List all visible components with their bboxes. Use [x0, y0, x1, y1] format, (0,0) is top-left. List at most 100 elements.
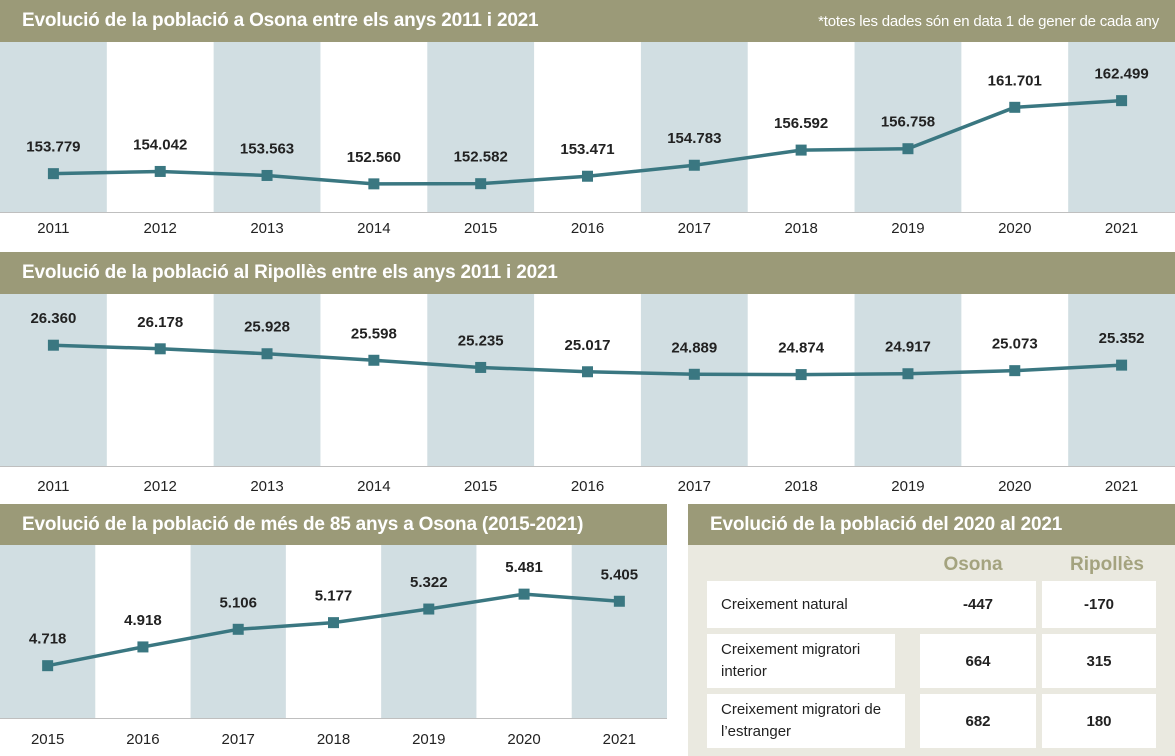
chart2-header: Evolució de la població al Ripollès entr… [0, 252, 1175, 294]
chart2-x-tick-2020: 2020 [998, 478, 1031, 495]
chart3-title: Evolució de la població de més de 85 any… [22, 513, 584, 535]
row-natural-osona: -447 [920, 581, 1036, 628]
row-estranger-ripolles: 180 [1042, 694, 1156, 748]
chart2-x-tick-2014: 2014 [357, 478, 390, 495]
chart2-x-tick-2013: 2013 [250, 478, 283, 495]
chart2-data-label-2017: 24.889 [671, 339, 717, 356]
chart1-data-label-2014: 152.560 [347, 149, 401, 166]
chart3-series-line [47, 592, 620, 668]
chart1-point-2019 [902, 143, 914, 155]
chart2-data-label-2011: 26.360 [30, 310, 76, 327]
chart3-point-2019 [423, 603, 435, 615]
chart3-header: Evolució de la població de més de 85 any… [0, 504, 667, 545]
chart2-band-2021 [1068, 294, 1175, 466]
row-interior-osona: 664 [920, 634, 1036, 688]
chart1-x-tick-2019: 2019 [891, 220, 924, 237]
chart3-point-2016 [137, 641, 149, 653]
chart2-data-label-2020: 25.073 [992, 336, 1038, 353]
chart3-x-tick-2015: 2015 [31, 731, 64, 748]
chart2-point-2013 [261, 348, 273, 360]
chart1-point-2021 [1116, 95, 1128, 107]
chart3-data-label-2016: 4.918 [124, 612, 162, 629]
chart3-data-label-2020: 5.481 [505, 559, 543, 576]
chart1-data-label-2013: 153.563 [240, 140, 294, 157]
chart3-point-2017 [232, 623, 244, 635]
chart1-point-2016 [582, 170, 593, 182]
chart3-point-2020 [518, 588, 530, 600]
chart2-data-label-2012: 26.178 [137, 314, 183, 331]
chart3-data-label-2017: 5.106 [219, 594, 257, 611]
chart1-title: Evolució de la població a Osona entre el… [22, 10, 539, 31]
col-head-osona: Osona [943, 554, 1003, 575]
chart3-data-label-2015: 4.718 [29, 631, 67, 648]
chart3-x-tick-2021: 2021 [603, 731, 636, 748]
row-interior-ripolles: 315 [1042, 634, 1156, 688]
chart1-data-label-2015: 152.582 [454, 149, 508, 166]
chart1-data-label-2018: 156.592 [774, 115, 828, 132]
chart3-data-label-2019: 5.322 [410, 574, 448, 591]
chart2-x-tick-2012: 2012 [144, 478, 177, 495]
table-title: Evolució de la població del 2020 al 2021 [710, 513, 1063, 535]
chart2-data-label-2021: 25.352 [1099, 330, 1145, 347]
chart1-point-2012 [154, 165, 166, 177]
chart1-point-2011 [47, 168, 59, 180]
chart2-data-label-2014: 25.598 [351, 325, 397, 342]
chart3-x-tick-2019: 2019 [412, 731, 445, 748]
chart3-x-tick-2017: 2017 [222, 731, 255, 748]
chart2-data-label-2018: 24.874 [778, 340, 825, 357]
chart1-band-2019 [854, 42, 962, 212]
chart2-band-2017 [640, 294, 748, 466]
chart3-band-2015 [0, 545, 96, 718]
chart1-x-tick-2021: 2021 [1105, 220, 1138, 237]
chart2-x-tick-2019: 2019 [891, 478, 924, 495]
row-natural-ripolles: -170 [1042, 581, 1156, 628]
chart2-x-tick-2015: 2015 [464, 478, 497, 495]
table-header: Evolució de la població del 2020 al 2021 [688, 504, 1175, 545]
chart1-band-2013 [213, 42, 321, 212]
chart1-x-tick-2020: 2020 [998, 220, 1031, 237]
chart1-x-tick-2018: 2018 [784, 220, 817, 237]
chart1-x-tick-2017: 2017 [678, 220, 711, 237]
chart1-band-2011 [0, 42, 107, 212]
chart1-note: *totes les dades són en data 1 de gener … [818, 12, 1159, 30]
chart2-data-label-2016: 25.017 [565, 337, 611, 354]
chart1-point-2018 [795, 144, 807, 156]
chart1-x-tick-2012: 2012 [144, 220, 177, 237]
chart2-title: Evolució de la població al Ripollès entr… [22, 262, 558, 283]
chart2-x-tick-2018: 2018 [784, 478, 817, 495]
chart2-point-2017 [688, 368, 700, 380]
chart1-data-label-2021: 162.499 [1094, 66, 1148, 83]
chart1-x-tick-2016: 2016 [571, 220, 604, 237]
chart1-header: Evolució de la població a Osona entre el… [0, 0, 1175, 42]
chart2-point-2019 [902, 368, 914, 380]
chart2-x-tick-2016: 2016 [571, 478, 604, 495]
chart1-data-label-2017: 154.783 [667, 130, 721, 147]
row-estranger-osona: 682 [920, 694, 1036, 748]
chart2-point-2014 [368, 354, 380, 366]
chart2-point-2011 [47, 339, 59, 351]
chart1-point-2020 [1009, 101, 1021, 113]
row-label-natural: Creixement natural [707, 581, 935, 628]
row-label-interior: Creixement migratori interior [707, 634, 895, 688]
chart1-x-tick-2015: 2015 [464, 220, 497, 237]
chart3-osona-85: 4.718 2015 4.918 2016 5.106 2017 5.177 2018 5.32… [0, 545, 667, 748]
chart2-data-label-2013: 25.928 [244, 319, 290, 336]
chart1-point-2015 [475, 178, 487, 190]
chart1-osona: 153.779 2011 154.042 2012 153.563 2013 152.560… [0, 42, 1175, 237]
chart2-band-2015 [427, 294, 535, 466]
chart2-band-2013 [213, 294, 321, 466]
chart1-point-2014 [368, 178, 380, 190]
chart1-x-tick-2011: 2011 [37, 220, 69, 237]
chart3-x-tick-2020: 2020 [507, 731, 540, 748]
chart3-band-2019 [381, 545, 477, 718]
chart2-point-2012 [154, 343, 166, 355]
chart1-data-label-2012: 154.042 [133, 136, 187, 153]
chart1-point-2013 [261, 169, 273, 181]
chart2-x-tick-2011: 2011 [37, 478, 69, 495]
chart3-point-2021 [613, 595, 625, 607]
chart1-band-2017 [640, 42, 748, 212]
chart3-x-tick-2016: 2016 [126, 731, 159, 748]
chart2-ripolles: 26.360 2011 26.178 2012 25.928 2013 25.598 2014… [0, 294, 1175, 495]
chart1-data-label-2020: 161.701 [988, 72, 1042, 89]
chart2-point-2016 [582, 366, 593, 378]
